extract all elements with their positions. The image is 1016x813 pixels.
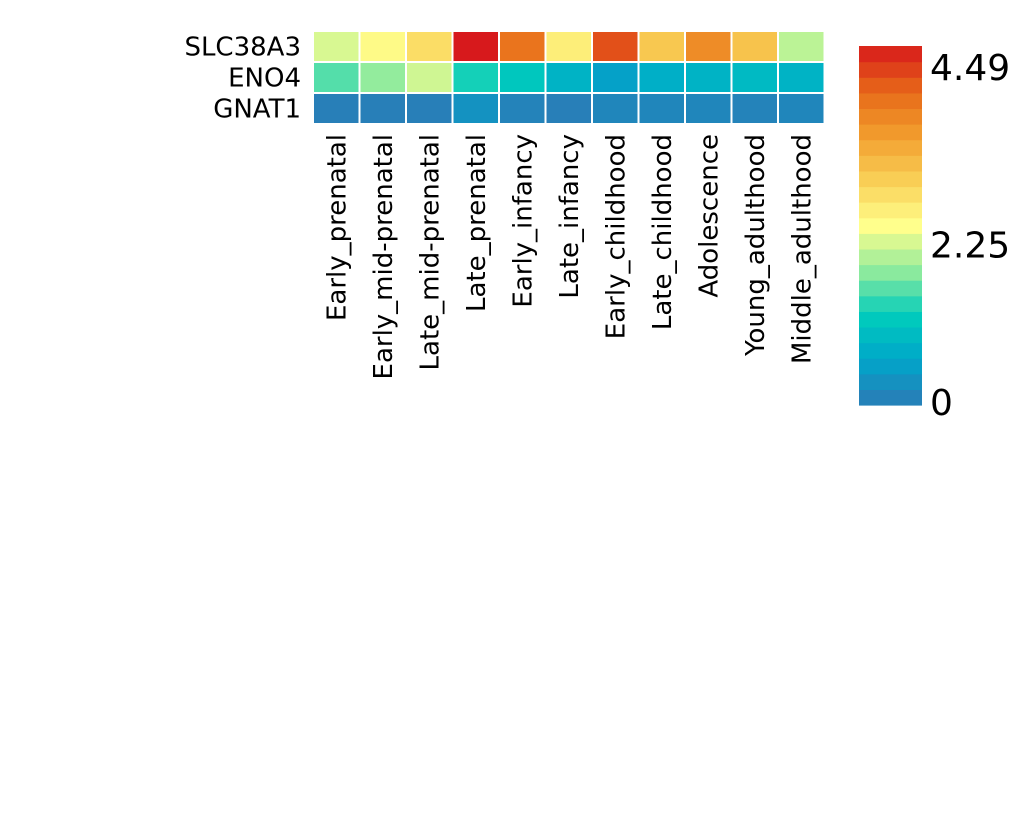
column-label: Young_adulthood [741,134,771,357]
colorbar-segment [859,233,922,250]
heatmap-cell [498,30,547,63]
heatmap-cell [312,61,361,94]
heatmap-cell [684,61,733,94]
colorbar-tick-label: 4.49 [930,48,1010,89]
colorbar-tick-label: 0 [930,383,953,424]
heatmap-cell [591,30,640,63]
row-label: ENO4 [228,64,301,94]
heatmap-cells [312,30,826,125]
column-label: Middle_adulthood [787,134,817,364]
heatmap-cell [544,61,593,94]
heatmap-cell [777,92,826,125]
row-label: GNAT1 [213,95,301,125]
colorbar-segment [859,248,922,266]
heatmap-cell [451,30,500,63]
colorbar-segment [859,264,922,281]
heatmap-cell [312,92,361,125]
heatmap-cell [498,61,547,94]
heatmap-cell [451,92,500,125]
colorbar-tick-labels: 0 2.25 4.49 [930,48,1010,424]
colorbar [859,46,922,406]
heatmap-cell [544,30,593,63]
column-labels: Early_prenatal Early_mid-prenatal Late_mid… [322,134,817,379]
colorbar-segment [859,108,922,125]
heatmap-cell [730,61,779,94]
colorbar-segment [859,170,922,188]
colorbar-segment [859,61,922,78]
colorbar-segment [859,155,922,172]
column-label: Early_mid-prenatal [369,134,399,379]
colorbar-segment [859,389,922,406]
heatmap-cell [405,61,454,94]
column-label: Adolescence [694,134,724,298]
colorbar-segment [859,186,922,203]
colorbar-segment [859,342,922,359]
column-label: Late_infancy [555,134,585,299]
colorbar-segment [859,217,922,234]
colorbar-segment [859,139,922,156]
column-label: Late_prenatal [462,134,492,312]
heatmap-cell [637,61,686,94]
heatmap-cell [358,92,407,125]
heatmap-cell [451,61,500,94]
colorbar-segment [859,311,922,328]
heatmap-cell [358,61,407,94]
heatmap-cell [312,30,361,63]
heatmap-cell [730,92,779,125]
heatmap-cell [591,92,640,125]
heatmap-cell [777,30,826,63]
colorbar-segment [859,358,922,375]
colorbar-segment [859,326,922,344]
heatmap-cell [591,61,640,94]
heatmap-cell [637,92,686,125]
column-label: Early_prenatal [322,134,352,321]
colorbar-segment [859,92,922,110]
heatmap-cell [777,61,826,94]
column-label: Late_mid-prenatal [415,134,445,370]
colorbar-segment [859,124,922,141]
heatmap-cell [498,92,547,125]
heatmap-cell [684,92,733,125]
heatmap-cell [544,92,593,125]
column-label: Late_childhood [648,134,678,330]
heatmap-cell [730,30,779,63]
colorbar-segment [859,77,922,94]
colorbar-segment [859,373,922,390]
heatmap-cell [405,92,454,125]
colorbar-segment [859,295,922,312]
column-label: Early_childhood [601,134,631,339]
row-label: SLC38A3 [184,33,301,63]
colorbar-tick-label: 2.25 [930,226,1010,267]
heatmap-cell [637,30,686,63]
colorbar-segment [859,280,922,297]
colorbar-segment [859,46,922,63]
colorbar-segment [859,202,922,219]
heatmap-cell [358,30,407,63]
heatmap-cell [405,30,454,63]
heatmap-cell [684,30,733,63]
column-label: Early_infancy [508,134,538,308]
